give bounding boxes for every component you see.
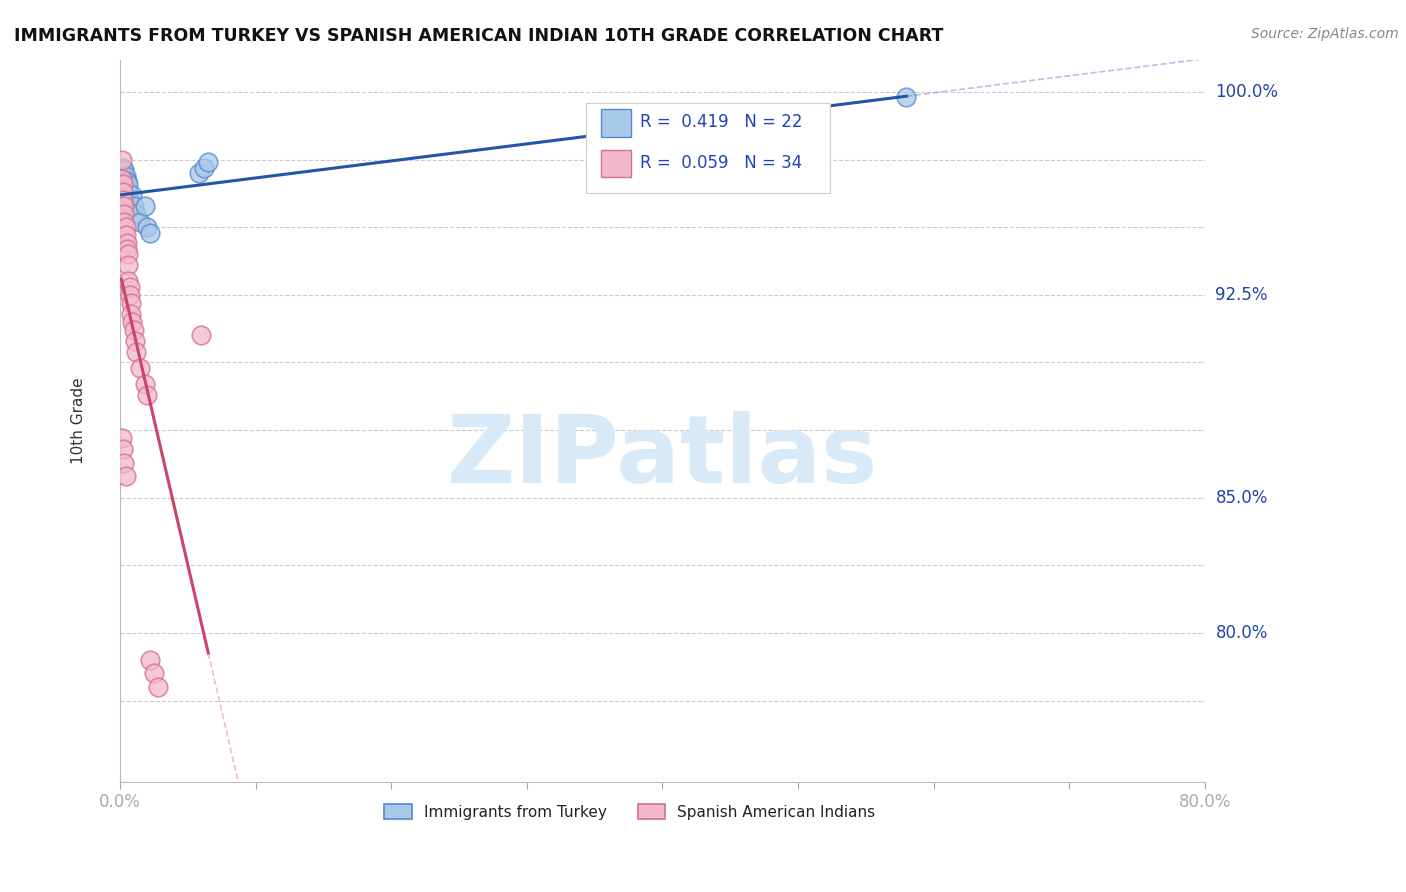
Point xyxy=(111,193,134,207)
Point xyxy=(111,177,134,191)
Point xyxy=(114,220,136,235)
Point xyxy=(120,296,142,310)
Point xyxy=(112,456,135,470)
Point xyxy=(129,215,152,229)
Point xyxy=(112,215,135,229)
Point xyxy=(124,334,146,348)
Legend: Immigrants from Turkey, Spanish American Indians: Immigrants from Turkey, Spanish American… xyxy=(378,798,882,826)
Text: 92.5%: 92.5% xyxy=(1215,285,1268,304)
FancyBboxPatch shape xyxy=(600,150,631,178)
Point xyxy=(118,193,141,207)
Point xyxy=(110,431,132,445)
Text: R =  0.419   N = 22: R = 0.419 N = 22 xyxy=(640,113,801,131)
FancyBboxPatch shape xyxy=(586,103,831,194)
Point xyxy=(112,163,135,178)
Point xyxy=(115,174,138,188)
Point xyxy=(117,247,139,261)
Point xyxy=(114,228,136,243)
Point xyxy=(110,153,132,167)
Point xyxy=(193,161,215,175)
Text: 100.0%: 100.0% xyxy=(1215,83,1278,101)
Point xyxy=(115,182,138,196)
Text: 80.0%: 80.0% xyxy=(1215,624,1268,642)
Point xyxy=(136,388,159,402)
Point xyxy=(125,344,148,359)
Point xyxy=(122,323,145,337)
Point xyxy=(139,653,162,667)
Point xyxy=(134,377,156,392)
Point xyxy=(115,242,138,256)
Point xyxy=(118,288,141,302)
Point xyxy=(111,442,134,456)
Point xyxy=(117,274,139,288)
Point xyxy=(136,220,159,235)
Point xyxy=(117,177,139,191)
Text: 85.0%: 85.0% xyxy=(1215,489,1268,507)
Point xyxy=(125,207,148,221)
Point xyxy=(115,236,138,251)
Point xyxy=(112,207,135,221)
Point xyxy=(139,226,162,240)
Point xyxy=(114,469,136,483)
Point xyxy=(896,90,918,104)
Text: IMMIGRANTS FROM TURKEY VS SPANISH AMERICAN INDIAN 10TH GRADE CORRELATION CHART: IMMIGRANTS FROM TURKEY VS SPANISH AMERIC… xyxy=(14,27,943,45)
Point xyxy=(117,185,139,199)
Point xyxy=(146,680,169,694)
Text: 10th Grade: 10th Grade xyxy=(72,377,86,464)
Point xyxy=(111,161,134,175)
Point xyxy=(122,199,145,213)
FancyBboxPatch shape xyxy=(600,110,631,136)
Text: Source: ZipAtlas.com: Source: ZipAtlas.com xyxy=(1251,27,1399,41)
Text: R =  0.059   N = 34: R = 0.059 N = 34 xyxy=(640,153,801,172)
Point xyxy=(110,171,132,186)
Point xyxy=(197,155,219,169)
Point xyxy=(120,199,142,213)
Point xyxy=(112,199,135,213)
Point xyxy=(121,315,143,329)
Point xyxy=(114,177,136,191)
Point xyxy=(121,187,143,202)
Point xyxy=(129,360,152,375)
Point xyxy=(112,171,135,186)
Point xyxy=(134,199,156,213)
Point xyxy=(143,666,166,681)
Point xyxy=(114,169,136,183)
Point xyxy=(187,166,209,180)
Point xyxy=(117,258,139,272)
Text: ZIPatlas: ZIPatlas xyxy=(447,410,879,503)
Point xyxy=(120,307,142,321)
Point xyxy=(111,185,134,199)
Point xyxy=(190,328,212,343)
Point xyxy=(118,279,141,293)
